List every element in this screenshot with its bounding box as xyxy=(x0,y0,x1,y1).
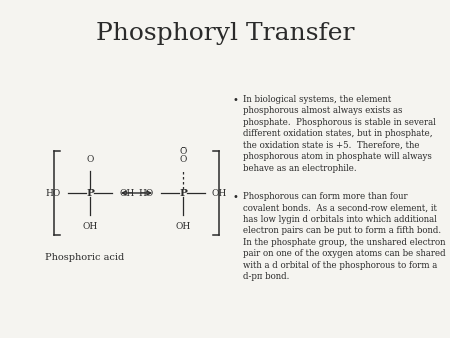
Text: P: P xyxy=(86,189,94,197)
Text: HO: HO xyxy=(46,189,61,197)
Text: O̅: O̅ xyxy=(179,147,187,156)
Text: OH: OH xyxy=(176,222,191,231)
Text: Phosphorous can form more than four
covalent bonds.  As a second-row element, it: Phosphorous can form more than four cova… xyxy=(243,192,446,281)
Text: HO: HO xyxy=(139,189,154,197)
Text: In biological systems, the element
phosphorous almost always exists as
phosphate: In biological systems, the element phosp… xyxy=(243,95,436,173)
Text: Phosphoric acid: Phosphoric acid xyxy=(45,253,125,262)
Text: OH: OH xyxy=(119,189,134,197)
Text: •: • xyxy=(233,95,239,105)
Text: Phosphoryl Transfer: Phosphoryl Transfer xyxy=(96,22,354,45)
Text: OH: OH xyxy=(212,189,227,197)
Text: O: O xyxy=(86,155,94,164)
Text: •: • xyxy=(233,192,239,202)
Text: O: O xyxy=(179,155,187,164)
Text: OH: OH xyxy=(82,222,98,231)
Text: P: P xyxy=(179,189,187,197)
